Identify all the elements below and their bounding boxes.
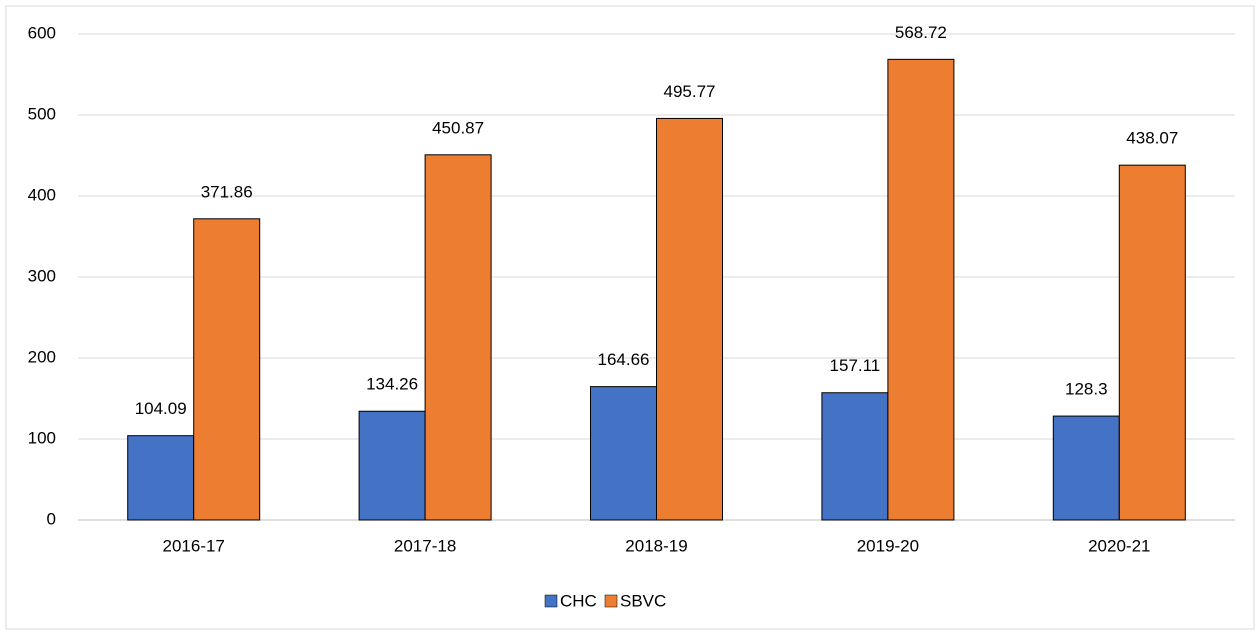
- data-label: 134.26: [366, 375, 418, 394]
- y-tick-label: 400: [28, 185, 56, 204]
- data-label: 450.87: [432, 118, 484, 137]
- legend-label: CHC: [560, 591, 597, 610]
- data-label: 128.3: [1065, 380, 1108, 399]
- bar: [1052, 415, 1120, 521]
- y-tick-label: 500: [28, 104, 56, 123]
- y-tick-label: 300: [28, 266, 56, 285]
- bar: [1118, 164, 1186, 521]
- data-label: 104.09: [135, 399, 187, 418]
- data-label: 371.86: [201, 182, 253, 201]
- data-label: 495.77: [664, 82, 716, 101]
- bar: [821, 392, 889, 521]
- bar: [590, 386, 657, 521]
- bar: [193, 218, 261, 521]
- y-tick-label: 200: [28, 347, 56, 366]
- bar: [127, 435, 195, 521]
- legend-label: SBVC: [620, 591, 666, 610]
- bar: [358, 410, 426, 521]
- legend-swatch: [544, 594, 558, 608]
- data-label: 157.11: [830, 356, 881, 375]
- bar: [656, 117, 723, 521]
- legend-swatch: [604, 594, 618, 608]
- bar: [887, 58, 955, 521]
- x-tick-label: 2018-19: [625, 536, 687, 555]
- data-label: 164.66: [598, 350, 650, 369]
- x-tick-label: 2019-20: [857, 536, 919, 555]
- x-tick-label: 2020-21: [1088, 536, 1150, 555]
- data-label: 568.72: [895, 23, 947, 42]
- x-tick-label: 2017-18: [394, 536, 456, 555]
- data-label: 438.07: [1126, 129, 1178, 148]
- y-tick-label: 0: [47, 509, 56, 528]
- bar: [424, 154, 492, 521]
- x-tick-label: 2016-17: [163, 536, 225, 555]
- y-tick-label: 600: [28, 23, 56, 42]
- y-tick-label: 100: [28, 428, 56, 447]
